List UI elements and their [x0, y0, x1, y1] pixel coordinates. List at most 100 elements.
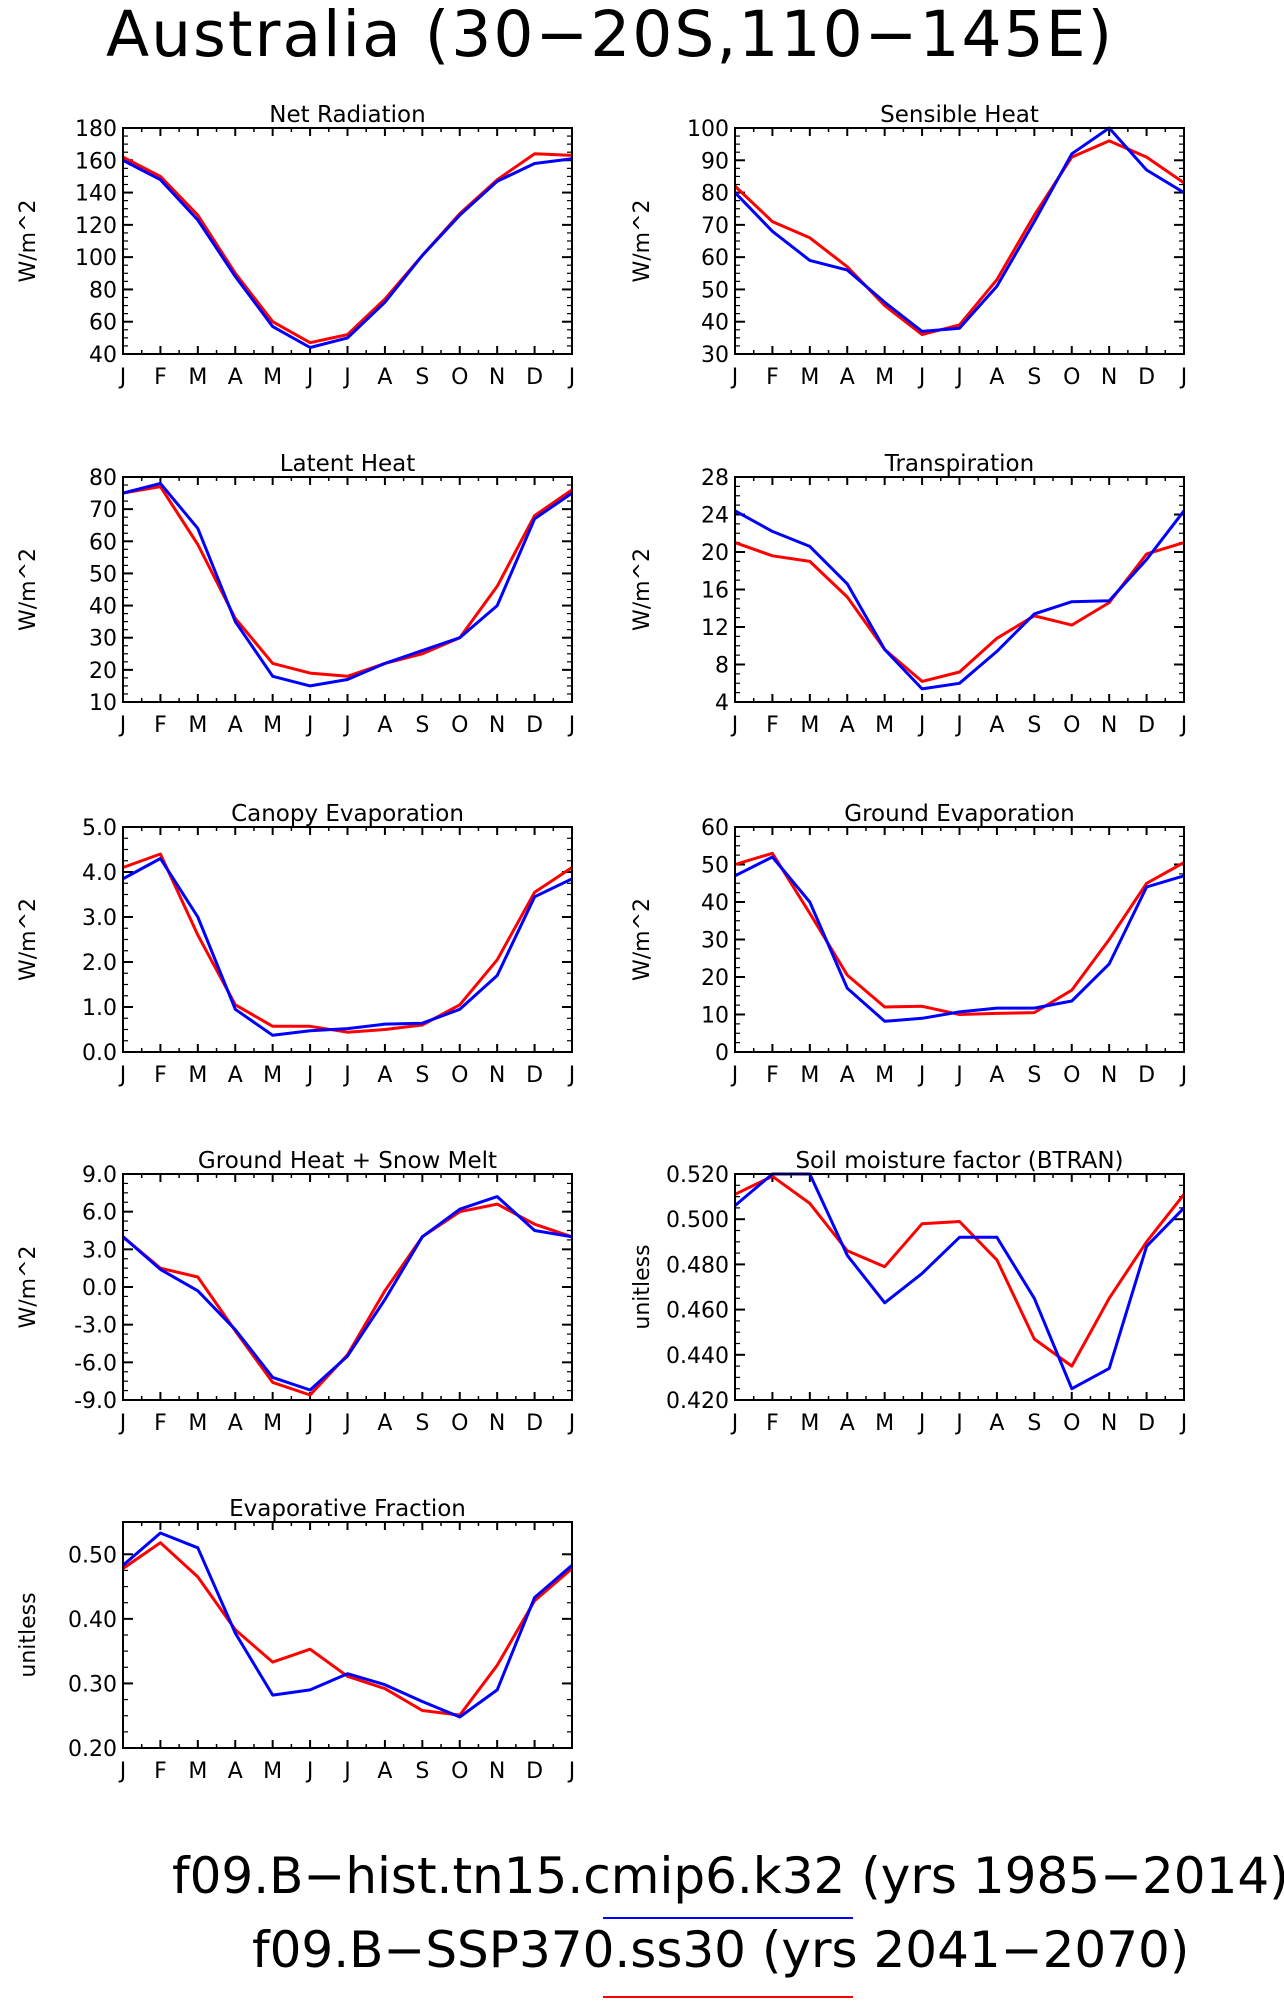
- plot-frame: [122, 127, 573, 355]
- x-tick-label: J: [954, 1063, 963, 1088]
- x-tick-label: J: [118, 713, 127, 738]
- x-tick-label: M: [800, 1411, 819, 1436]
- y-tick-label: 3.0: [82, 1238, 117, 1263]
- series-line-hist: [122, 481, 573, 688]
- x-tick-label: F: [154, 1411, 167, 1436]
- y-tick-label: 1.0: [82, 996, 117, 1021]
- y-tick-label: 20: [701, 541, 729, 566]
- x-tick-label: J: [730, 1411, 739, 1436]
- x-tick-label: D: [526, 1063, 543, 1088]
- x-tick-label: J: [567, 1411, 576, 1436]
- x-tick-label: M: [875, 365, 894, 390]
- x-tick-label: S: [415, 365, 429, 390]
- y-tick-label: 20: [89, 659, 117, 684]
- y-tick-label: 3.0: [82, 906, 117, 931]
- x-tick-label: D: [1138, 365, 1155, 390]
- x-tick-label: D: [1138, 1063, 1155, 1088]
- series-line-ssp370: [122, 152, 573, 345]
- plot-frame: [122, 826, 573, 1053]
- chart-title: Sensible Heat: [880, 102, 1039, 128]
- series-line-hist: [122, 157, 573, 349]
- x-tick-label: F: [154, 1759, 167, 1784]
- plot-frame: [122, 476, 573, 703]
- chart-title: Ground Evaporation: [844, 801, 1074, 827]
- x-tick-label: N: [1101, 713, 1117, 738]
- x-tick-label: M: [263, 1063, 282, 1088]
- x-tick-label: J: [1179, 1411, 1188, 1436]
- y-tick-label: 0.520: [666, 1163, 729, 1188]
- plot-frame: [122, 1173, 573, 1401]
- x-tick-label: M: [800, 1063, 819, 1088]
- x-tick-label: J: [305, 1759, 314, 1784]
- series-line-hist: [733, 126, 1185, 333]
- x-tick-label: O: [451, 1063, 468, 1088]
- legend-line-hist: [603, 1917, 853, 1919]
- x-tick-label: N: [489, 1411, 505, 1436]
- y-tick-label: 50: [701, 278, 729, 303]
- x-tick-label: M: [263, 713, 282, 738]
- y-tick-label: 0.500: [666, 1208, 729, 1233]
- plot-frame: [734, 826, 1185, 1053]
- x-tick-label: N: [1101, 365, 1117, 390]
- x-tick-label: J: [118, 1411, 127, 1436]
- y-tick-label: 40: [701, 311, 729, 336]
- y-axis-label: W/m^2: [16, 898, 41, 981]
- x-tick-label: A: [377, 365, 392, 390]
- x-tick-label: J: [118, 1759, 127, 1784]
- series-line-ssp370: [734, 851, 1185, 1016]
- x-tick-label: M: [875, 1411, 894, 1436]
- y-tick-label: 4.0: [82, 861, 117, 886]
- x-tick-label: J: [342, 1063, 351, 1088]
- x-tick-label: O: [1063, 365, 1080, 390]
- x-tick-label: S: [415, 1759, 429, 1784]
- x-tick-label: A: [989, 1063, 1004, 1088]
- series-line-ssp370: [122, 1202, 573, 1397]
- x-tick-label: J: [567, 1063, 576, 1088]
- y-tick-label: 8: [715, 654, 729, 679]
- series-line-hist: [734, 1172, 1186, 1391]
- y-tick-label: 80: [701, 182, 729, 207]
- plot-frame: [734, 127, 1185, 355]
- x-tick-label: M: [188, 1411, 207, 1436]
- y-axis-label: W/m^2: [630, 548, 655, 631]
- x-tick-label: M: [875, 713, 894, 738]
- x-tick-label: N: [1101, 1411, 1117, 1436]
- series-line-ssp370: [734, 541, 1185, 683]
- x-tick-label: N: [489, 1063, 505, 1088]
- y-tick-label: 6.0: [82, 1201, 117, 1226]
- y-tick-label: 160: [75, 149, 117, 174]
- series-line-hist: [734, 855, 1185, 1023]
- x-tick-label: F: [766, 713, 779, 738]
- x-tick-label: J: [567, 1759, 576, 1784]
- x-tick-label: F: [154, 713, 167, 738]
- x-tick-label: N: [489, 713, 505, 738]
- y-tick-label: 60: [89, 311, 117, 336]
- y-tick-label: 0.440: [666, 1344, 729, 1369]
- plot-frame: [734, 476, 1185, 703]
- y-tick-label: 20: [701, 966, 729, 991]
- x-tick-label: D: [526, 713, 543, 738]
- series-line-hist: [734, 509, 1186, 691]
- x-tick-label: J: [567, 365, 576, 390]
- x-tick-label: A: [377, 1411, 392, 1436]
- y-axis-label: W/m^2: [16, 1245, 41, 1328]
- x-tick-label: J: [954, 365, 963, 390]
- series-line-ssp370: [122, 852, 573, 1034]
- x-tick-label: J: [730, 713, 739, 738]
- y-axis-label: W/m^2: [16, 199, 41, 282]
- y-tick-label: 40: [89, 595, 117, 620]
- chart-title: Net Radiation: [269, 102, 425, 128]
- x-tick-label: A: [840, 365, 855, 390]
- y-tick-label: 0.20: [68, 1737, 117, 1762]
- x-tick-label: O: [451, 1759, 468, 1784]
- x-tick-label: J: [917, 365, 926, 390]
- y-axis-label: unitless: [16, 1592, 41, 1677]
- chart-title: Canopy Evaporation: [231, 801, 464, 827]
- y-tick-label: 60: [89, 530, 117, 555]
- x-tick-label: S: [1027, 1063, 1041, 1088]
